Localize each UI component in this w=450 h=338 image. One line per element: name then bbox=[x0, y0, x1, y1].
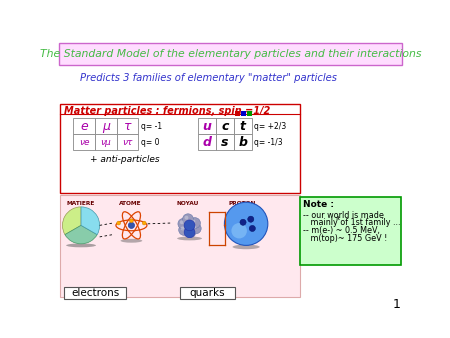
Text: q= +2/3: q= +2/3 bbox=[254, 122, 286, 131]
Bar bbox=[198, 118, 216, 134]
Text: Note :: Note : bbox=[303, 200, 334, 209]
Text: d: d bbox=[202, 136, 211, 149]
Text: ντ: ντ bbox=[122, 138, 133, 147]
Wedge shape bbox=[63, 207, 81, 235]
Circle shape bbox=[184, 220, 195, 231]
Text: The Standard Model of the elementary particles and their interactions: The Standard Model of the elementary par… bbox=[40, 49, 421, 59]
Circle shape bbox=[130, 219, 133, 223]
Circle shape bbox=[192, 220, 195, 223]
Bar bbox=[73, 118, 95, 134]
Bar bbox=[234, 118, 252, 134]
Text: t: t bbox=[240, 120, 246, 133]
Text: μ: μ bbox=[102, 120, 110, 133]
Text: -- our world is made: -- our world is made bbox=[303, 211, 384, 220]
Text: q= 0: q= 0 bbox=[141, 138, 159, 147]
Circle shape bbox=[117, 221, 121, 225]
Circle shape bbox=[231, 223, 247, 238]
Bar bbox=[95, 118, 117, 134]
Circle shape bbox=[225, 202, 268, 245]
Bar bbox=[301, 197, 401, 265]
Text: NOYAU: NOYAU bbox=[177, 201, 199, 206]
Bar bbox=[95, 134, 117, 150]
Text: q= -1/3: q= -1/3 bbox=[254, 138, 283, 147]
Circle shape bbox=[186, 222, 190, 226]
Ellipse shape bbox=[66, 243, 96, 247]
Text: st: st bbox=[336, 216, 341, 221]
Text: Predicts 3 families of elementary "matter" particles: Predicts 3 families of elementary "matte… bbox=[80, 73, 337, 83]
Ellipse shape bbox=[233, 245, 260, 249]
Bar bbox=[64, 287, 126, 298]
Bar bbox=[60, 104, 301, 193]
Text: + anti-particles: + anti-particles bbox=[90, 155, 160, 164]
Bar bbox=[234, 134, 252, 150]
Circle shape bbox=[184, 227, 195, 238]
Text: νe: νe bbox=[79, 138, 90, 147]
Circle shape bbox=[180, 220, 184, 224]
Text: m(top)~ 175 GeV !: m(top)~ 175 GeV ! bbox=[303, 234, 388, 243]
Bar bbox=[117, 134, 139, 150]
Bar bbox=[180, 287, 234, 298]
Circle shape bbox=[185, 227, 196, 238]
Text: u: u bbox=[202, 120, 211, 133]
Wedge shape bbox=[65, 225, 97, 244]
Circle shape bbox=[192, 225, 196, 229]
Text: mainly of 1st family ...: mainly of 1st family ... bbox=[303, 218, 401, 227]
Circle shape bbox=[189, 218, 200, 228]
Bar bbox=[216, 118, 234, 134]
Bar bbox=[216, 134, 234, 150]
Text: τ: τ bbox=[124, 120, 131, 133]
Text: e: e bbox=[80, 120, 88, 133]
Text: MATIERE: MATIERE bbox=[67, 201, 95, 206]
Text: νμ: νμ bbox=[100, 138, 111, 147]
Ellipse shape bbox=[121, 239, 142, 243]
Text: -- m(e-) ~ 0.5 MeV,: -- m(e-) ~ 0.5 MeV, bbox=[303, 226, 380, 235]
Bar bbox=[234, 111, 240, 116]
Text: PROTON: PROTON bbox=[229, 201, 256, 206]
Bar bbox=[58, 43, 402, 65]
Text: ATOME: ATOME bbox=[118, 201, 141, 206]
Circle shape bbox=[179, 224, 189, 235]
Text: Matter particles : fermions, spin =1/2: Matter particles : fermions, spin =1/2 bbox=[64, 106, 270, 116]
Bar bbox=[117, 118, 139, 134]
Text: quarks: quarks bbox=[189, 288, 225, 298]
Circle shape bbox=[128, 222, 135, 228]
Text: q= -1: q= -1 bbox=[141, 122, 162, 131]
Circle shape bbox=[178, 218, 189, 229]
Circle shape bbox=[249, 225, 256, 232]
Text: electrons: electrons bbox=[71, 288, 119, 298]
Circle shape bbox=[142, 221, 146, 225]
Circle shape bbox=[180, 226, 184, 231]
Circle shape bbox=[184, 216, 189, 220]
Text: b: b bbox=[238, 136, 247, 149]
Bar bbox=[73, 134, 95, 150]
Circle shape bbox=[184, 220, 195, 231]
Circle shape bbox=[183, 214, 194, 224]
Circle shape bbox=[187, 229, 191, 233]
Bar bbox=[60, 195, 301, 297]
Circle shape bbox=[190, 223, 201, 234]
Ellipse shape bbox=[177, 237, 202, 240]
Circle shape bbox=[240, 219, 246, 225]
Bar bbox=[247, 111, 252, 116]
Bar bbox=[198, 134, 216, 150]
Wedge shape bbox=[81, 207, 99, 235]
Text: s: s bbox=[221, 136, 229, 149]
Text: c: c bbox=[221, 120, 229, 133]
Bar bbox=[241, 111, 246, 116]
Text: 1: 1 bbox=[392, 298, 400, 311]
Circle shape bbox=[248, 216, 254, 222]
